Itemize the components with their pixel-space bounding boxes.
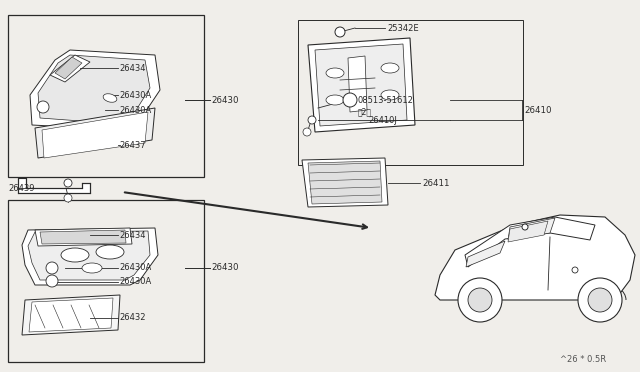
Circle shape [64, 194, 72, 202]
Text: 26434: 26434 [119, 231, 145, 240]
Polygon shape [35, 108, 155, 158]
Polygon shape [308, 161, 382, 204]
Ellipse shape [326, 68, 344, 78]
Circle shape [458, 278, 502, 322]
Text: 26430A: 26430A [119, 263, 151, 273]
Polygon shape [38, 55, 150, 124]
Text: （2）: （2） [358, 108, 372, 116]
Polygon shape [508, 218, 555, 240]
Polygon shape [348, 56, 367, 112]
Circle shape [308, 116, 316, 124]
Text: 26439: 26439 [8, 183, 35, 192]
Text: ^26 * 0.5R: ^26 * 0.5R [560, 356, 606, 365]
Text: 26437: 26437 [119, 141, 146, 150]
Polygon shape [35, 228, 132, 246]
Ellipse shape [326, 95, 344, 105]
Polygon shape [50, 55, 90, 82]
Circle shape [578, 278, 622, 322]
Text: 26430A: 26430A [119, 90, 151, 99]
Text: S: S [345, 97, 349, 103]
Polygon shape [40, 230, 126, 244]
Text: 26411: 26411 [422, 179, 449, 187]
Circle shape [335, 27, 345, 37]
Circle shape [37, 101, 49, 113]
Bar [8, 200, 204, 362]
Polygon shape [28, 231, 150, 280]
Text: 26430: 26430 [211, 96, 239, 105]
Ellipse shape [46, 262, 58, 274]
Bar [8, 15, 204, 177]
Text: 08513-51612: 08513-51612 [358, 96, 414, 105]
Text: 26430A: 26430A [119, 106, 151, 115]
Ellipse shape [103, 94, 117, 102]
Polygon shape [308, 38, 415, 132]
Circle shape [468, 288, 492, 312]
Polygon shape [22, 295, 120, 335]
Ellipse shape [46, 275, 58, 287]
Text: 25342E: 25342E [387, 23, 419, 32]
Ellipse shape [381, 63, 399, 73]
Circle shape [64, 179, 72, 187]
Text: 26432: 26432 [119, 314, 145, 323]
Circle shape [572, 267, 578, 273]
Circle shape [343, 93, 357, 107]
Text: 26434: 26434 [119, 64, 145, 73]
Bar [298, 20, 523, 165]
Text: 26410: 26410 [524, 106, 552, 115]
Polygon shape [30, 50, 160, 130]
Circle shape [303, 128, 311, 136]
Text: 26430: 26430 [211, 263, 239, 273]
Polygon shape [29, 298, 113, 332]
Circle shape [588, 288, 612, 312]
Polygon shape [22, 228, 158, 285]
Ellipse shape [82, 263, 102, 273]
Circle shape [522, 224, 528, 230]
Polygon shape [302, 158, 388, 207]
Polygon shape [42, 112, 148, 158]
Ellipse shape [381, 90, 399, 100]
Polygon shape [55, 57, 82, 79]
Polygon shape [18, 178, 90, 193]
Polygon shape [466, 241, 505, 267]
Polygon shape [435, 215, 635, 300]
Polygon shape [465, 217, 595, 267]
Ellipse shape [96, 245, 124, 259]
Polygon shape [315, 44, 407, 126]
Text: 26410J: 26410J [368, 115, 397, 125]
Polygon shape [508, 221, 548, 242]
Ellipse shape [61, 248, 89, 262]
Text: 26430A: 26430A [119, 278, 151, 286]
